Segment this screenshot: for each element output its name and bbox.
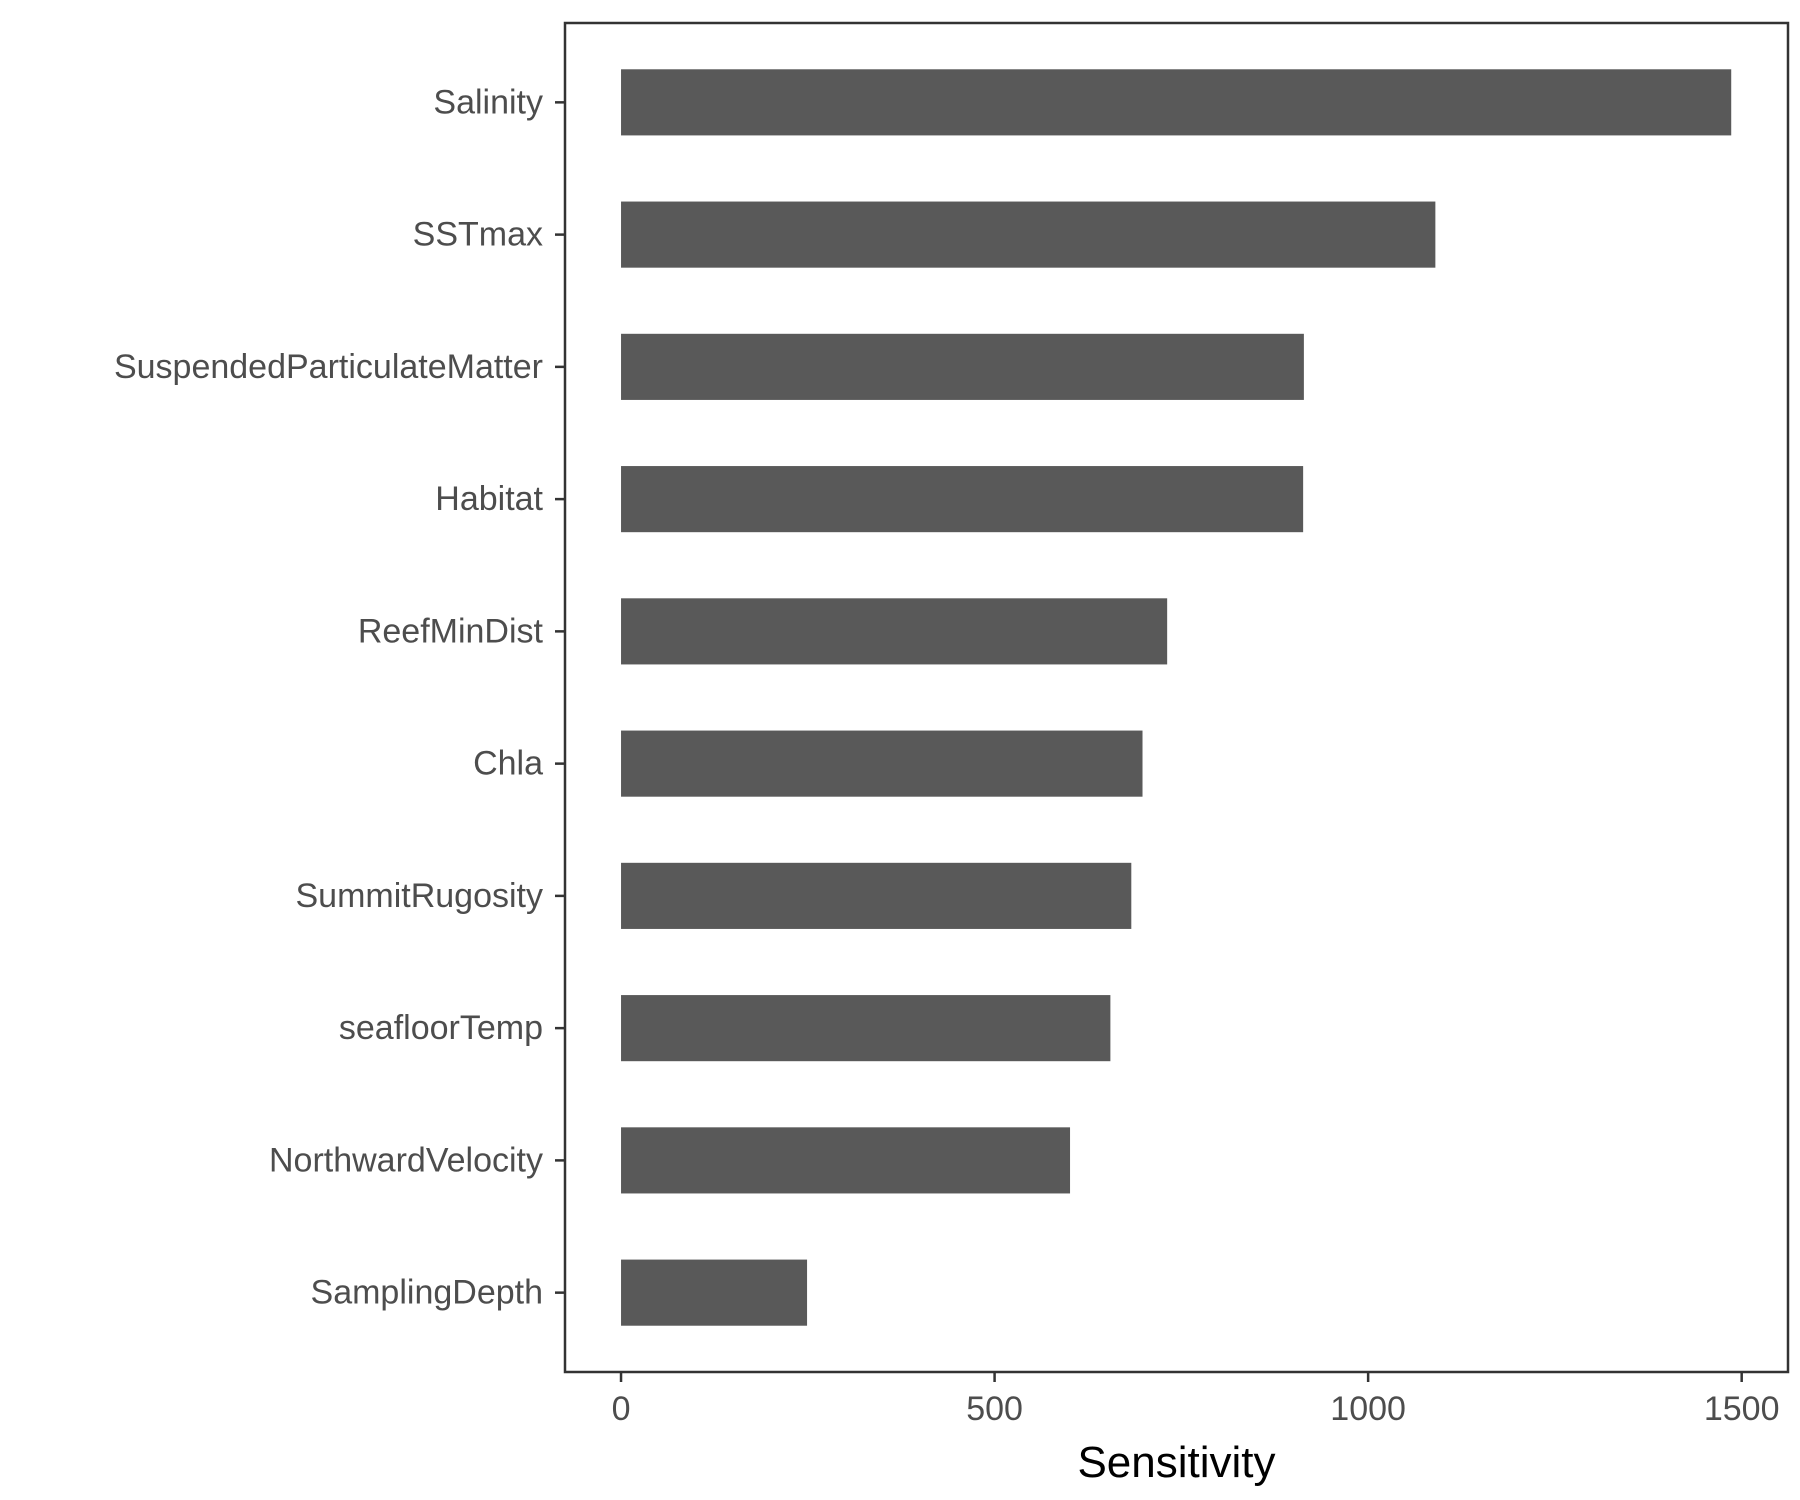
x-tick-label: 1500	[1704, 1390, 1780, 1428]
y-tick-label: SSTmax	[413, 216, 543, 254]
y-tick-label: Habitat	[435, 480, 543, 518]
y-tick-label: NorthwardVelocity	[269, 1141, 543, 1179]
x-axis-title: Sensitivity	[1077, 1438, 1275, 1487]
bar-ReefMinDist	[621, 598, 1168, 665]
bar-seafloorTemp	[621, 995, 1111, 1062]
bar-SamplingDepth	[621, 1259, 808, 1326]
bar-SummitRugosity	[621, 862, 1132, 929]
x-tick-label: 0	[612, 1390, 631, 1428]
y-tick-label: seafloorTemp	[339, 1009, 543, 1047]
bar-SSTmax	[621, 201, 1436, 268]
y-tick-label: Salinity	[433, 83, 543, 121]
bars-layer	[621, 69, 1732, 1326]
bar-Habitat	[621, 466, 1304, 533]
plot-panel-border	[563, 21, 1790, 1374]
bar-NorthwardVelocity	[621, 1127, 1071, 1194]
y-tick-label: ReefMinDist	[358, 612, 544, 650]
bar-SuspendedParticulateMatter	[621, 333, 1304, 400]
x-tick-label: 500	[966, 1390, 1023, 1428]
x-tick-label: 1000	[1330, 1390, 1406, 1428]
y-tick-label: SamplingDepth	[311, 1274, 543, 1312]
y-tick-label: Chla	[473, 745, 543, 783]
bar-Chla	[621, 730, 1143, 797]
y-tick-label: SummitRugosity	[295, 877, 543, 915]
y-tick-label: SuspendedParticulateMatter	[114, 348, 543, 386]
y-axis: Salinity SSTmax SuspendedParticulateMatter…	[114, 83, 565, 1312]
x-axis: 0 500 1000 1500	[612, 1372, 1780, 1428]
bar-Salinity	[621, 69, 1732, 136]
